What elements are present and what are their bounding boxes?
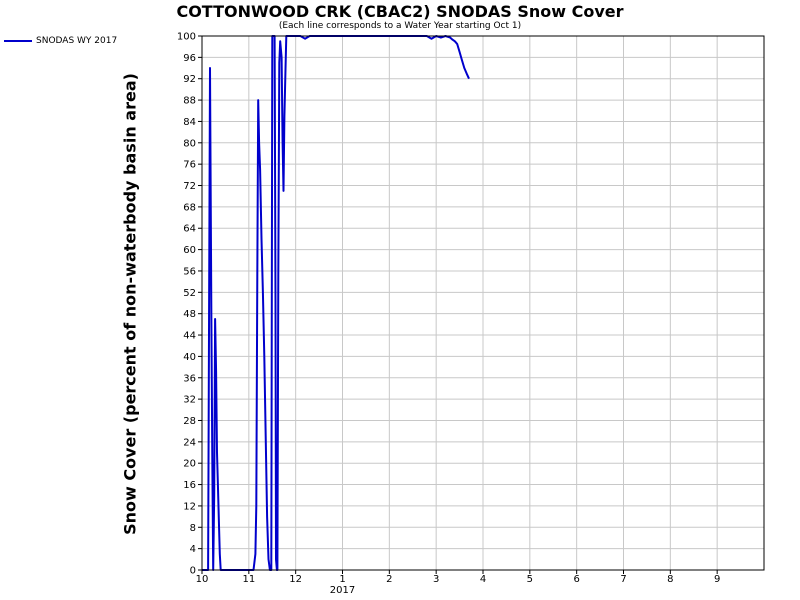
x-tick-label: 7 — [620, 574, 626, 585]
x-tick-label: 6 — [573, 574, 579, 585]
y-tick-label: 4 — [190, 544, 196, 555]
x-tick-label: 12 — [289, 574, 302, 585]
y-tick-label: 36 — [183, 373, 196, 384]
x-tick-label: 9 — [714, 574, 720, 585]
x-tick-label: 2 — [386, 574, 392, 585]
y-tick-label: 44 — [183, 331, 196, 342]
legend-label: SNODAS WY 2017 — [36, 36, 118, 46]
y-tick-label: 100 — [177, 32, 196, 43]
y-tick-label: 48 — [183, 309, 196, 320]
y-tick-label: 80 — [183, 138, 196, 149]
y-tick-label: 28 — [183, 416, 196, 427]
grid — [201, 35, 764, 571]
y-tick-label: 60 — [183, 245, 196, 256]
year-label: 2017 — [330, 585, 355, 596]
y-tick-label: 84 — [183, 117, 196, 128]
y-tick-label: 92 — [183, 74, 196, 85]
x-tick-label: 1 — [339, 574, 345, 585]
x-tick-label: 10 — [196, 574, 209, 585]
y-tick-label: 0 — [190, 566, 196, 577]
y-tick-label: 64 — [183, 224, 196, 235]
series-line-wy2017 — [202, 35, 470, 571]
chart-subtitle: (Each line corresponds to a Water Year s… — [278, 21, 522, 31]
y-tick-label: 24 — [183, 437, 196, 448]
y-tick-label: 8 — [190, 523, 196, 534]
y-tick-label: 72 — [183, 181, 196, 192]
y-tick-label: 12 — [183, 501, 196, 512]
x-tick-label: 8 — [667, 574, 673, 585]
x-tick-label: 5 — [527, 574, 533, 585]
y-tick-label: 88 — [183, 96, 196, 107]
y-tick-label: 40 — [183, 352, 196, 363]
legend: SNODAS WY 2017 — [4, 36, 117, 46]
y-tick-label: 16 — [183, 480, 196, 491]
y-tick-label: 52 — [183, 288, 196, 299]
x-tick-label: 11 — [242, 574, 255, 585]
chart-title: COTTONWOOD CRK (CBAC2) SNODAS Snow Cover — [176, 2, 624, 21]
y-tick-label: 32 — [183, 395, 196, 406]
y-tick-label: 96 — [183, 53, 196, 64]
x-tick-label: 4 — [480, 574, 486, 585]
y-tick-label: 20 — [183, 459, 196, 470]
series-layer — [202, 35, 470, 571]
y-tick-label: 76 — [183, 160, 196, 171]
legend-swatch — [4, 40, 32, 42]
axes: 0481216202428323640444852566064687276808… — [177, 32, 720, 597]
y-tick-label: 68 — [183, 202, 196, 213]
x-tick-label: 3 — [433, 574, 439, 585]
y-tick-label: 56 — [183, 266, 196, 277]
